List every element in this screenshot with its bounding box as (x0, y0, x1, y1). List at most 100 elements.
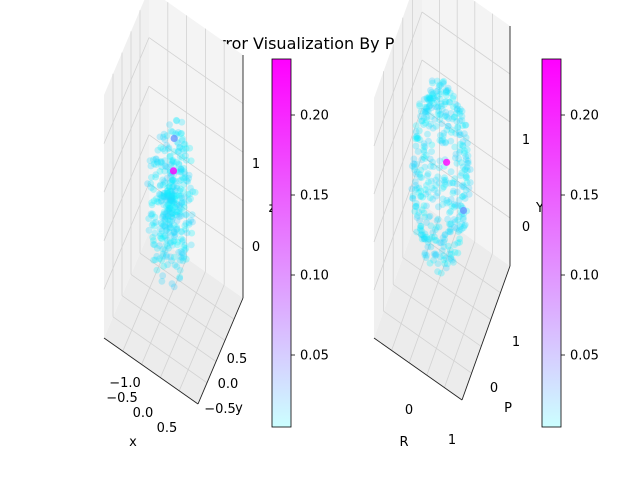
scatter-point (166, 121, 173, 128)
scatter-point (461, 195, 469, 202)
scatter-point (442, 108, 450, 116)
x-tick-label: 1 (448, 433, 456, 448)
scatter-point (169, 158, 177, 166)
scatter-point (461, 147, 468, 155)
scatter-point (451, 241, 459, 249)
scatter-point (178, 228, 186, 236)
scatter-point (440, 77, 448, 85)
scatter-point (453, 109, 460, 117)
scatter-point (430, 99, 438, 107)
scatter-point (432, 176, 440, 184)
scatter-point (173, 225, 181, 233)
scatter-point (161, 222, 169, 230)
grid-line (408, 228, 458, 363)
scatter-point (462, 153, 470, 161)
scatter-point (446, 209, 453, 217)
scatter-point (155, 190, 163, 198)
scatter-point (173, 211, 181, 219)
scatter-point (442, 89, 450, 96)
scatter-point (164, 187, 172, 195)
scatter-point (429, 195, 437, 203)
scatter-point (164, 201, 172, 208)
scatter-point (164, 163, 172, 171)
scatter-point (418, 156, 426, 164)
scatter-point (171, 229, 179, 236)
scatter-point (413, 202, 420, 210)
scatter-point (161, 136, 169, 144)
scatter-point (184, 190, 192, 198)
x-tick-label: 0.5 (157, 421, 178, 436)
scatter-point (454, 249, 462, 257)
scatter-point (431, 116, 439, 123)
scatter-point (164, 206, 172, 214)
scatter-point (157, 219, 165, 227)
scatter-point (169, 176, 176, 184)
scatter-point (152, 218, 160, 226)
scatter-point (170, 199, 178, 207)
scatter-point (168, 213, 176, 221)
scatter-point (432, 103, 440, 111)
scatter-point (417, 193, 424, 201)
scatter-point (463, 173, 471, 181)
scatter-point (173, 117, 181, 125)
scatter-point (418, 117, 425, 125)
scatter-point (168, 187, 176, 195)
scatter-point (463, 146, 471, 154)
floor-pane (104, 232, 243, 404)
scatter-point (156, 255, 164, 263)
scatter-point (459, 141, 466, 149)
scatter-point (175, 192, 183, 200)
scatter-point (145, 226, 153, 234)
scatter-point (437, 239, 445, 247)
z-tick-label: 1 (522, 133, 530, 148)
scatter-point (418, 231, 425, 239)
scatter-point (177, 212, 185, 220)
scatter-point (450, 113, 458, 121)
scatter-point (442, 86, 450, 94)
scatter-point (434, 93, 441, 100)
scatter-point (423, 113, 430, 121)
scatter-point (456, 239, 464, 246)
grid-line (421, 107, 511, 171)
scatter-point (436, 137, 444, 144)
y-axis-line (461, 265, 511, 401)
scatter-point (187, 195, 194, 203)
scatter-point (426, 155, 434, 163)
scatter-point (435, 223, 443, 231)
scatter-point (422, 190, 430, 198)
scatter-point (178, 199, 186, 207)
scatter-point (454, 102, 461, 109)
scatter-point (158, 257, 166, 264)
side-pane (374, 0, 422, 338)
scatter-point (163, 253, 170, 261)
scatter-point (167, 238, 175, 246)
scatter-point (414, 212, 421, 220)
scatter-point (432, 182, 440, 190)
scatter-point (450, 187, 457, 195)
scatter-point (421, 230, 429, 238)
scatter-point (446, 228, 454, 235)
scatter-point (417, 187, 425, 195)
scatter-point (426, 96, 434, 104)
scatter-point (412, 178, 419, 186)
scatter-point (153, 252, 161, 260)
scatter-point (187, 241, 195, 249)
scatter-point (176, 210, 184, 218)
scatter-point (178, 238, 186, 245)
scatter-point (169, 128, 176, 136)
scatter-point (158, 227, 166, 235)
scatter-point (446, 246, 454, 254)
scatter-point (447, 228, 454, 236)
scatter-point (167, 179, 175, 187)
scatter-point (425, 94, 433, 102)
scatter-point (422, 107, 430, 115)
scatter-point (173, 217, 181, 225)
scatter-point (412, 203, 420, 211)
scatter-point (442, 98, 450, 106)
colorbar-tick-label: 0.15 (300, 189, 329, 204)
scatter-point (442, 139, 449, 147)
scatter-point (451, 154, 459, 162)
scatter-point (167, 196, 175, 204)
scatter-point (444, 260, 451, 268)
grid-line (373, 11, 423, 147)
